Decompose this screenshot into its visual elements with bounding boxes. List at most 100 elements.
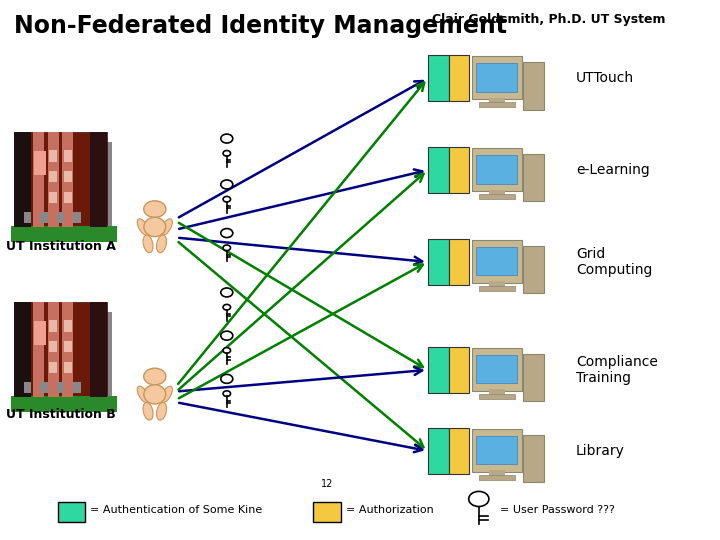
Ellipse shape bbox=[138, 219, 148, 235]
Bar bbox=[479, 286, 515, 291]
Bar bbox=[63, 302, 73, 397]
Bar bbox=[479, 475, 515, 480]
Circle shape bbox=[221, 288, 233, 297]
Text: = Authentication of Some Kine: = Authentication of Some Kine bbox=[90, 505, 262, 515]
Bar bbox=[476, 436, 517, 464]
Bar bbox=[479, 194, 515, 199]
Text: Grid
Computing: Grid Computing bbox=[576, 247, 652, 277]
Bar bbox=[14, 132, 107, 227]
Bar bbox=[40, 382, 48, 393]
Text: Compliance
Training: Compliance Training bbox=[576, 355, 658, 385]
Bar bbox=[449, 428, 469, 474]
Bar bbox=[90, 132, 107, 227]
Bar bbox=[50, 341, 57, 353]
Circle shape bbox=[221, 374, 233, 383]
Ellipse shape bbox=[156, 235, 166, 253]
Bar bbox=[90, 302, 107, 397]
Bar bbox=[48, 302, 58, 397]
Bar bbox=[472, 240, 522, 282]
Bar bbox=[479, 103, 515, 107]
Bar bbox=[428, 56, 449, 102]
Bar bbox=[63, 132, 73, 227]
Bar bbox=[48, 132, 58, 227]
Bar bbox=[73, 382, 81, 393]
Circle shape bbox=[221, 228, 233, 238]
Bar bbox=[35, 321, 46, 345]
Bar bbox=[476, 155, 517, 184]
Bar bbox=[428, 147, 449, 193]
Ellipse shape bbox=[161, 219, 172, 235]
Bar bbox=[489, 98, 505, 104]
Ellipse shape bbox=[143, 235, 153, 253]
Bar bbox=[50, 171, 57, 183]
Bar bbox=[58, 502, 85, 522]
Bar bbox=[50, 192, 57, 203]
Bar bbox=[489, 190, 505, 195]
Circle shape bbox=[221, 331, 233, 340]
Bar bbox=[73, 212, 81, 223]
Bar bbox=[50, 150, 57, 161]
Text: Non-Federated Identity Management: Non-Federated Identity Management bbox=[14, 14, 508, 37]
Bar bbox=[34, 321, 45, 345]
FancyBboxPatch shape bbox=[20, 142, 112, 237]
Text: e-Learning: e-Learning bbox=[576, 163, 649, 177]
Bar bbox=[24, 212, 31, 223]
Bar bbox=[14, 302, 31, 397]
Bar bbox=[449, 56, 469, 102]
Text: UT Institution B: UT Institution B bbox=[6, 408, 116, 421]
Ellipse shape bbox=[161, 386, 172, 402]
Bar bbox=[428, 347, 449, 393]
Bar bbox=[64, 171, 71, 183]
Bar bbox=[57, 212, 64, 223]
Bar bbox=[472, 348, 522, 390]
Bar bbox=[11, 226, 117, 242]
Bar bbox=[523, 354, 544, 401]
Ellipse shape bbox=[138, 386, 148, 402]
Bar bbox=[449, 239, 469, 285]
Circle shape bbox=[223, 245, 230, 251]
Bar bbox=[523, 154, 544, 201]
Ellipse shape bbox=[156, 402, 166, 420]
Bar bbox=[14, 302, 107, 397]
Bar bbox=[472, 148, 522, 191]
Bar bbox=[476, 355, 517, 383]
Bar bbox=[489, 281, 505, 287]
Bar bbox=[64, 341, 71, 353]
Text: = Authorization: = Authorization bbox=[346, 505, 433, 515]
Circle shape bbox=[223, 305, 230, 310]
Bar bbox=[428, 428, 449, 474]
Bar bbox=[472, 429, 522, 471]
Bar bbox=[57, 382, 64, 393]
Ellipse shape bbox=[144, 217, 166, 237]
Bar bbox=[64, 192, 71, 203]
Bar bbox=[64, 362, 71, 373]
Circle shape bbox=[144, 368, 166, 385]
Bar bbox=[14, 132, 31, 227]
Bar bbox=[24, 382, 31, 393]
Ellipse shape bbox=[143, 402, 153, 420]
Ellipse shape bbox=[144, 384, 166, 404]
Bar bbox=[40, 212, 48, 223]
Bar bbox=[35, 151, 46, 175]
Text: UT Institution A: UT Institution A bbox=[6, 240, 116, 253]
Circle shape bbox=[221, 180, 233, 189]
Text: 12: 12 bbox=[320, 480, 333, 489]
Circle shape bbox=[223, 197, 230, 202]
Bar bbox=[523, 246, 544, 293]
Bar bbox=[472, 56, 522, 99]
Bar bbox=[523, 62, 544, 110]
Circle shape bbox=[221, 134, 233, 143]
Bar bbox=[476, 63, 517, 92]
Text: = User Password ???: = User Password ??? bbox=[500, 505, 616, 515]
Circle shape bbox=[223, 151, 230, 156]
Bar bbox=[50, 320, 57, 332]
Bar bbox=[476, 247, 517, 275]
Text: Clair Goldsmith, Ph.D. UT System: Clair Goldsmith, Ph.D. UT System bbox=[432, 14, 665, 26]
Circle shape bbox=[223, 348, 230, 353]
Bar bbox=[449, 347, 469, 393]
Bar bbox=[489, 389, 505, 395]
Bar bbox=[33, 132, 44, 227]
Bar bbox=[50, 362, 57, 373]
Bar bbox=[64, 150, 71, 161]
Circle shape bbox=[223, 391, 230, 396]
